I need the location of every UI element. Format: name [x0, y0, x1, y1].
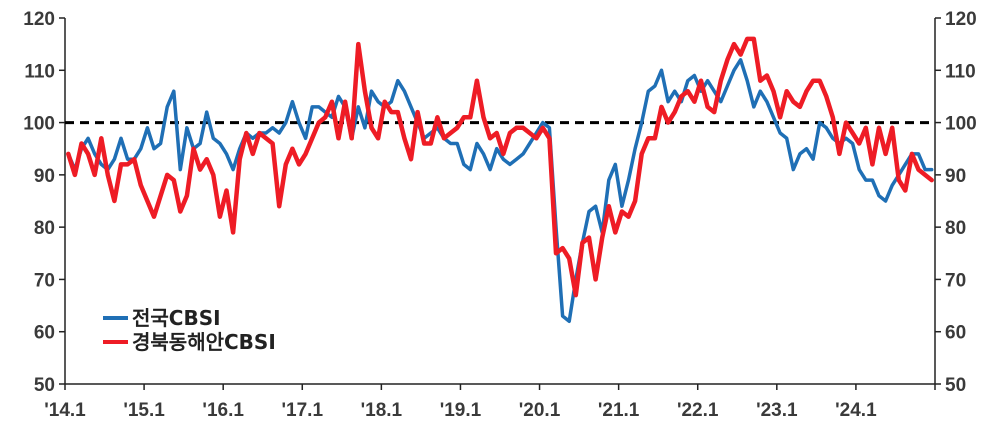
series-layer	[66, 36, 934, 324]
y-tick-label-left: 60	[34, 323, 55, 344]
x-tick-label: '23.1	[756, 400, 798, 421]
y-tick-label-right: 100	[945, 114, 977, 135]
y-tick-label-left: 110	[24, 61, 55, 82]
x-tick-label: '20.1	[519, 400, 561, 421]
x-tick-label: '18.1	[361, 400, 403, 421]
y-axis-left-labels: 50 60 70 80 90 100 110 120	[23, 9, 65, 396]
series-line-national	[66, 58, 934, 324]
y-tick-label-right: 120	[945, 9, 977, 30]
y-tick-label-left: 50	[34, 375, 55, 396]
x-tick-label: '15.1	[123, 400, 165, 421]
y-tick-label-right: 50	[945, 375, 966, 396]
y-tick-label-right: 70	[945, 270, 966, 291]
y-tick-label-left: 120	[23, 9, 55, 30]
legend: 전국CBSI 경북동해안CBSI	[103, 306, 276, 354]
x-tick-label: '17.1	[282, 400, 324, 421]
x-tick-label: '22.1	[677, 400, 719, 421]
y-tick-label-left: 90	[34, 166, 55, 187]
x-tick-label: '24.1	[835, 400, 877, 421]
x-tick-label: '16.1	[202, 400, 244, 421]
y-tick-label-right: 90	[945, 166, 966, 187]
y-tick-label-right: 60	[945, 323, 966, 344]
x-tick-label: '14.1	[44, 400, 86, 421]
y-axis-right-labels: 50 60 70 80 90 100 110 120	[935, 9, 977, 396]
y-tick-label-right: 110	[945, 61, 976, 82]
legend-label-gyeongbuk: 경북동해안CBSI	[132, 330, 276, 354]
legend-label-national: 전국CBSI	[132, 306, 221, 330]
y-tick-label-left: 100	[23, 114, 55, 135]
series-line-gyeongbuk	[66, 36, 934, 298]
y-tick-label-left: 80	[34, 218, 55, 239]
x-axis-labels: '14.1 '15.1 '16.1 '17.1 '18.1 '19.1 '20.1 '21.1…	[44, 384, 936, 421]
y-tick-label-right: 80	[945, 218, 966, 239]
x-tick-label: '21.1	[598, 400, 640, 421]
y-tick-label-left: 70	[34, 270, 55, 291]
x-tick-label: '19.1	[440, 400, 482, 421]
